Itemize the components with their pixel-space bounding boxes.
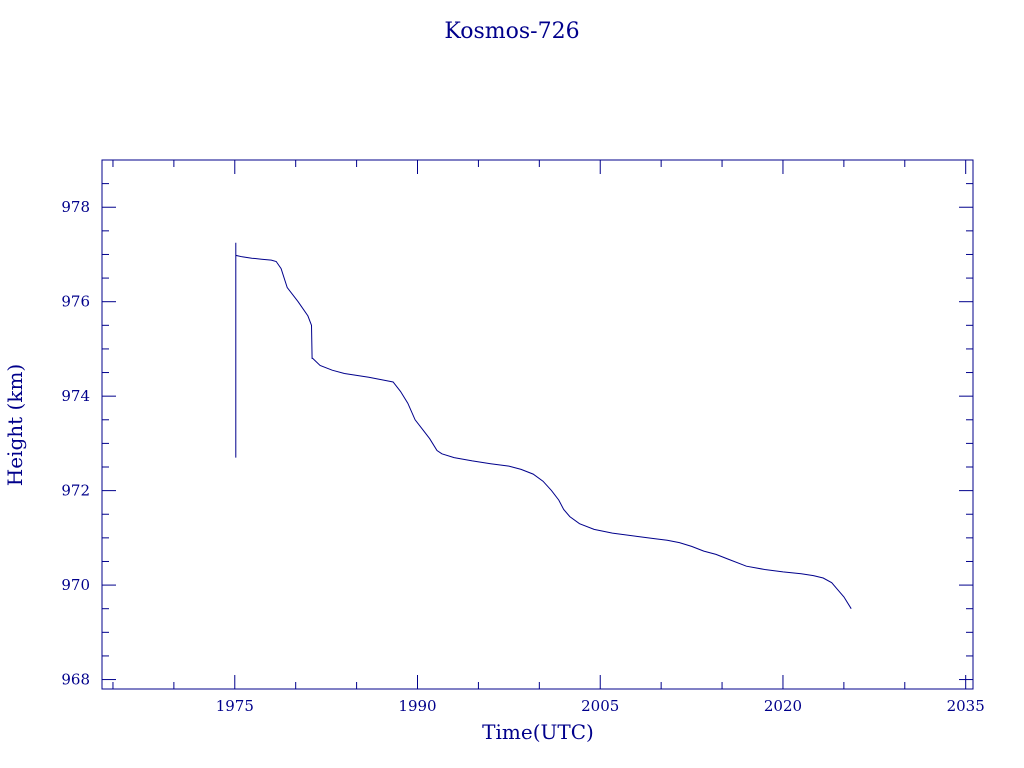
y-tick-label: 978 (61, 198, 90, 216)
x-axis-label: Time(UTC) (482, 720, 594, 744)
y-axis-label: Height (km) (3, 364, 27, 486)
y-tick-label: 974 (61, 387, 90, 405)
plot-frame (101, 159, 974, 690)
y-tick-label: 976 (61, 293, 90, 311)
series-line-height (235, 242, 852, 609)
x-tick-label: 2005 (581, 697, 619, 715)
axis-ticks (102, 159, 973, 689)
chart-title: Kosmos-726 (444, 19, 579, 44)
y-tick-label: 970 (61, 576, 90, 594)
x-tick-label: 1990 (398, 697, 436, 715)
tick-labels: 1975 1990 2005 2020 2035 968 970 972 974 976 978 (61, 198, 984, 715)
x-tick-label: 2035 (947, 697, 985, 715)
y-tick-label: 968 (61, 671, 90, 689)
y-tick-label: 972 (61, 482, 90, 500)
x-tick-label: 2020 (764, 697, 802, 715)
x-tick-label: 1975 (216, 697, 254, 715)
